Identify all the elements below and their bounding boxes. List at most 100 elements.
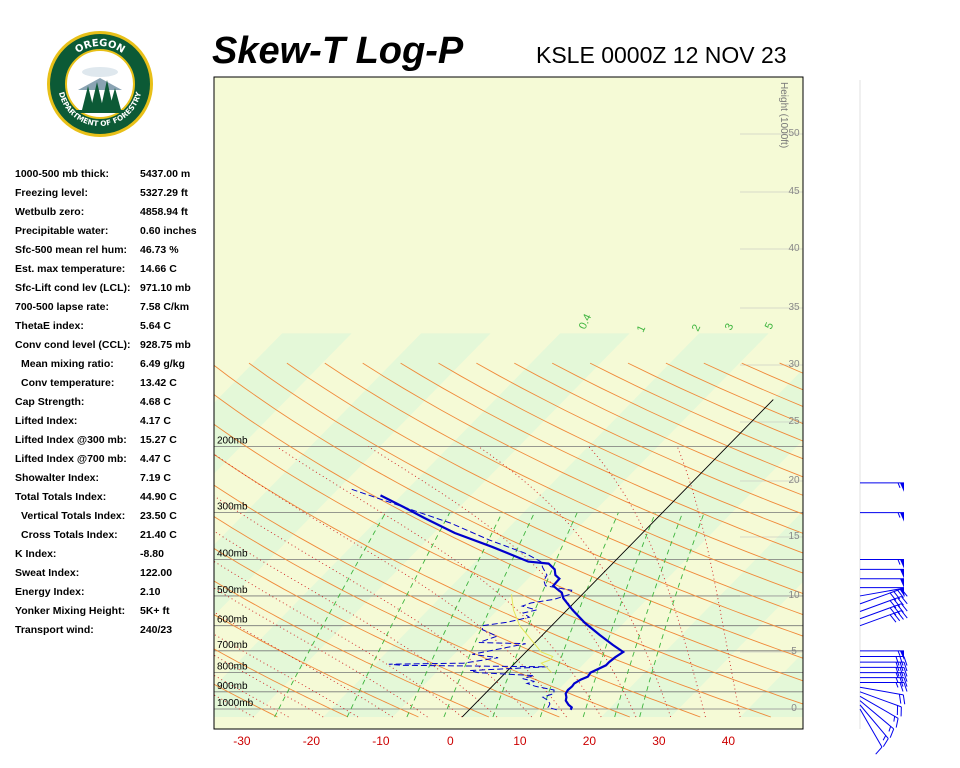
height-tick-label: 10 (788, 590, 800, 601)
stat-label: Sfc-500 mean rel hum: (15, 244, 128, 256)
stat-label: Total Totals Index: (15, 491, 107, 503)
wind-barb (859, 691, 902, 717)
stat-row: Mean mixing ratio: 6.49 g/kg (15, 358, 215, 377)
height-tick-label: 0 (791, 703, 797, 714)
temperature-band (214, 333, 491, 616)
stat-label: Precipitable water: (15, 225, 109, 237)
stat-value: 5K+ ft (140, 605, 170, 617)
dry-adiabat (214, 547, 560, 718)
stat-row: Wetbulb zero: 4858.94 ft (15, 206, 215, 225)
stat-row: 700-500 lapse rate: 7.58 C/km (15, 301, 215, 320)
height-tick-label: 25 (788, 416, 800, 427)
moist-adiabat (214, 530, 498, 718)
dry-adiabat (779, 362, 803, 374)
stat-row: Transport wind: 240/23 (15, 624, 215, 643)
stat-label: Wetbulb zero: (15, 206, 85, 218)
stat-row: Lifted Index: 4.17 C (15, 415, 215, 434)
stat-row: Precipitable water: 0.60 inches (15, 225, 215, 244)
dry-adiabat (214, 683, 278, 718)
temperature-tick-label: 0 (447, 734, 454, 748)
mixing-ratio-line (274, 512, 386, 718)
stat-row: Cross Totals Index: 21.40 C (15, 529, 215, 548)
temperature-band (601, 511, 803, 717)
dewpoint-profile (351, 488, 573, 711)
height-tick-label: 45 (788, 186, 800, 197)
dry-adiabat (476, 362, 803, 515)
mixing-ratio-line (639, 512, 705, 718)
stat-row: K Index: -8.80 (15, 548, 215, 567)
wind-barb (860, 650, 904, 660)
stat-row: Energy Index: 2.10 (15, 586, 215, 605)
wind-barb (859, 704, 889, 747)
stat-value: 4858.94 ft (140, 206, 188, 218)
pressure-label: 1000mb (217, 698, 254, 709)
stat-label: Est. max temperature: (15, 263, 126, 275)
stat-label: Lifted Index: (15, 415, 78, 427)
wind-barb (860, 666, 908, 677)
dry-adiabat (0, 363, 207, 717)
moist-adiabat (588, 446, 706, 718)
mixing-ratio-label: 1 (635, 324, 648, 335)
stat-value: -8.80 (140, 548, 164, 560)
stat-value: 13.42 C (140, 377, 177, 389)
stat-label: Sfc-Lift cond lev (LCL): (15, 282, 131, 294)
pressure-label: 700mb (217, 640, 248, 651)
wind-barb (860, 568, 904, 579)
temperature-band (323, 333, 769, 717)
stat-value: 971.10 mb (140, 282, 191, 294)
stat-label: 1000-500 mb thick: (15, 168, 109, 180)
stat-label: K Index: (15, 548, 57, 560)
stat-value: 7.19 C (140, 472, 171, 484)
mixing-ratio-line (443, 512, 535, 718)
stat-row: Conv temperature: 13.42 C (15, 377, 215, 396)
stat-label: Conv temperature: (21, 377, 115, 389)
mixing-ratio-line (614, 512, 684, 718)
stat-row: 1000-500 mb thick: 5437.00 m (15, 168, 215, 187)
wind-barb (859, 708, 883, 755)
height-tick-label: 30 (788, 359, 800, 370)
wind-barb (859, 700, 895, 738)
wind-barb (860, 661, 908, 672)
dry-adiabat (248, 362, 803, 637)
stat-label: Energy Index: (15, 586, 85, 598)
moist-adiabat (214, 674, 289, 718)
stat-row: Total Totals Index: 44.90 C (15, 491, 215, 510)
pressure-label: 900mb (217, 681, 248, 692)
oregon-department-of-forestry-logo: OREGON DEPARTMENT OF FORESTRY (46, 30, 154, 138)
stat-row: Showalter Index: 7.19 C (15, 472, 215, 491)
temperature-band (214, 333, 352, 474)
pressure-label: 200mb (217, 435, 248, 446)
moist-adiabat (214, 453, 567, 718)
stat-label: 700-500 lapse rate: (15, 301, 109, 313)
height-tick-label: 50 (788, 128, 800, 139)
wind-barb (860, 681, 908, 692)
height-tick-label: 5 (791, 646, 797, 657)
pressure-label: 800mb (217, 662, 248, 673)
stat-label: Lifted Index @700 mb: (15, 453, 127, 465)
moist-adiabat (367, 446, 637, 718)
height-axis-label: Height (1000ft) (778, 82, 789, 148)
stat-value: 21.40 C (140, 529, 177, 541)
stat-value: 44.90 C (140, 491, 177, 503)
stat-value: 2.10 (140, 586, 161, 598)
stat-label: ThetaE index: (15, 320, 84, 332)
dry-adiabat (214, 515, 630, 718)
stat-label: Yonker Mixing Height: (15, 605, 126, 617)
stat-label: Cap Strength: (15, 396, 85, 408)
wind-barb (859, 610, 908, 627)
temperature-tick-label: 20 (583, 734, 597, 748)
stat-row: Sweat Index: 122.00 (15, 567, 215, 586)
stat-label: Conv cond level (CCL): (15, 339, 131, 351)
wind-barb (860, 587, 904, 597)
stat-label: Lifted Index @300 mb: (15, 434, 127, 446)
stat-row: Est. max temperature: 14.66 C (15, 263, 215, 282)
stat-value: 23.50 C (140, 510, 177, 522)
height-tick-label: 40 (788, 243, 800, 254)
temperature-band (879, 333, 960, 717)
stat-value: 5.64 C (140, 320, 171, 332)
temperature-tick-label: 40 (722, 734, 736, 748)
stat-label: Transport wind: (15, 624, 94, 636)
dry-adiabat (324, 362, 803, 595)
stat-row: ThetaE index: 5.64 C (15, 320, 215, 339)
stat-value: 240/23 (140, 624, 173, 636)
